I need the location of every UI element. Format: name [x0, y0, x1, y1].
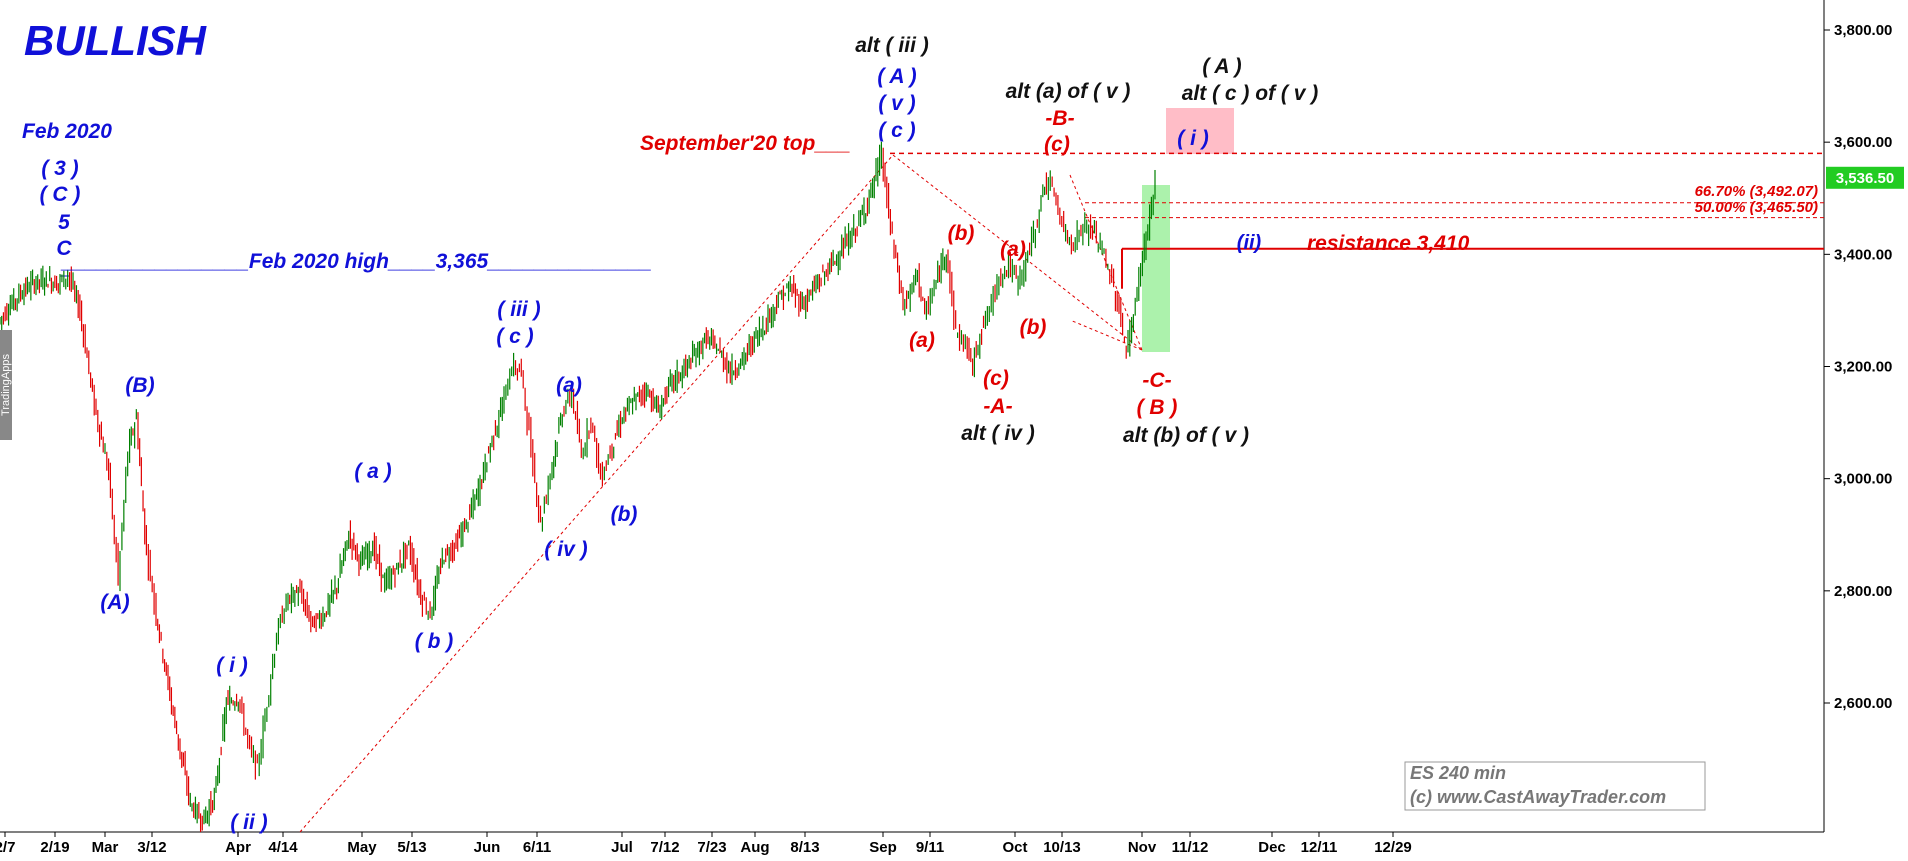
label-r-c1: (c)	[983, 367, 1009, 390]
label-wave-B: (B)	[125, 374, 154, 397]
label-r-a1: (a)	[909, 329, 935, 352]
label-wave-ii: ( ii )	[230, 811, 267, 834]
label-feb-high-line: ________________Feb 2020 high____3,365__…	[60, 250, 652, 273]
price-bars	[0, 141, 1156, 832]
trendline-fall	[892, 154, 1143, 351]
last-price-tag: 3,536.50	[1826, 166, 1904, 189]
x-tick-label: 10/13	[1043, 839, 1081, 856]
label-wave-c1: ( c )	[496, 325, 533, 348]
y-tick-label: 3,400.00	[1834, 246, 1892, 263]
x-tick-label: Mar	[92, 839, 119, 856]
label-september-top: September'20 top___	[640, 132, 850, 155]
label-wave-b2: (b)	[611, 503, 638, 526]
label-wave-C-big: ( C )	[40, 183, 81, 206]
y-tick-label: 3,800.00	[1834, 22, 1892, 39]
label-alt-a-of-v: alt (a) of ( v )	[1006, 80, 1131, 103]
pink-target-box	[1166, 108, 1234, 154]
label-alt-iv: alt ( iv )	[961, 422, 1035, 445]
label-top-v: ( v )	[878, 92, 915, 115]
label-wave-i: ( i )	[216, 654, 248, 677]
label-top-c: ( c )	[878, 119, 915, 142]
x-tick-label: 2/7	[0, 839, 15, 856]
y-tick-label: 2,600.00	[1834, 695, 1892, 712]
watermark-bar	[0, 330, 12, 440]
label-wave-A: (A)	[100, 591, 129, 614]
x-tick-label: Dec	[1258, 839, 1286, 856]
label-wave-a2: (a)	[556, 374, 582, 397]
chart-title: BULLISH	[24, 17, 208, 64]
x-tick-label: Aug	[740, 839, 769, 856]
x-tick-label: Apr	[225, 839, 251, 856]
x-tick-label: 7/23	[697, 839, 726, 856]
label-wave-iii: ( iii )	[497, 298, 540, 321]
last-price-value: 3,536.50	[1836, 170, 1894, 187]
y-tick-label: 3,200.00	[1834, 359, 1892, 376]
label-wave-iv: ( iv )	[544, 538, 587, 561]
label-blue-i: ( i )	[1177, 127, 1209, 150]
y-tick-label: 3,600.00	[1834, 134, 1892, 151]
source-box: ES 240 min (c) www.CastAwayTrader.com	[1404, 761, 1706, 811]
x-tick-label: Oct	[1002, 839, 1027, 856]
y-axis-ticks: 3,800.00 3,600.00 3,400.00 3,200.00 3,000.00…	[1824, 22, 1892, 712]
green-zone-box	[1142, 185, 1170, 352]
label-alt-iii: alt ( iii )	[855, 34, 929, 57]
source-box-frame	[1404, 761, 1706, 811]
label-black-A: ( A )	[1202, 55, 1241, 78]
label-feb2020: Feb 2020	[22, 120, 112, 143]
source-box-line2: (c) www.CastAwayTrader.com	[1410, 787, 1666, 807]
watermark-text: TradingApps	[0, 354, 12, 416]
fib-667-label: 66.70% (3,492.07)	[1695, 183, 1818, 200]
label-r-b2: (b)	[1020, 316, 1047, 339]
x-tick-label: Sep	[869, 839, 897, 856]
label-r-A: -A-	[983, 395, 1012, 418]
x-tick-label: 3/12	[137, 839, 166, 856]
label-wave-5: 5	[58, 211, 70, 234]
plot-background	[0, 0, 1824, 832]
x-tick-label: Nov	[1128, 839, 1157, 856]
label-top-A: ( A )	[877, 65, 916, 88]
label-r-B-paren: ( B )	[1137, 396, 1178, 419]
label-r-a2: (a)	[1000, 238, 1026, 261]
fib-500-label: 50.00% (3,465.50)	[1695, 199, 1818, 216]
x-tick-label: May	[347, 839, 377, 856]
label-r-C: -C-	[1142, 369, 1171, 392]
x-tick-label: 7/12	[650, 839, 679, 856]
label-wave-b1: ( b )	[415, 630, 453, 653]
y-tick-label: 2,800.00	[1834, 583, 1892, 600]
x-tick-label: 12/11	[1301, 839, 1338, 856]
last-price-tag-background	[1826, 166, 1904, 189]
label-wave-3: ( 3 )	[41, 157, 78, 180]
x-tick-label: 4/14	[268, 839, 298, 856]
label-wave-a1: ( a )	[354, 460, 391, 483]
x-tick-label: Jun	[474, 839, 501, 856]
label-wave-C-small: C	[56, 237, 72, 260]
source-box-line1: ES 240 min	[1410, 763, 1506, 783]
x-axis-ticks: 2/7 2/19 Mar 3/12 Apr 4/14 May 5/13 Jun 6/11 Jul 7/…	[0, 832, 1412, 856]
label-alt-c-of-v: alt ( c ) of ( v )	[1182, 82, 1319, 105]
x-tick-label: 9/11	[916, 839, 944, 856]
label-r-c2: (c)	[1044, 133, 1070, 156]
x-tick-label: 12/29	[1374, 839, 1412, 856]
label-resistance: resistance 3,410	[1307, 232, 1470, 255]
label-r-b1: (b)	[948, 222, 975, 245]
x-tick-label: 8/13	[790, 839, 819, 856]
label-alt-b-of-v: alt (b) of ( v )	[1123, 424, 1249, 447]
x-tick-label: 2/19	[40, 839, 69, 856]
x-tick-label: 11/12	[1172, 839, 1209, 856]
label-blue-ii: (ii)	[1237, 232, 1262, 254]
x-tick-label: 6/11	[523, 839, 551, 856]
label-r-B: -B-	[1045, 107, 1074, 130]
x-tick-label: 5/13	[397, 839, 426, 856]
x-tick-label: Jul	[611, 839, 633, 856]
y-tick-label: 3,000.00	[1834, 471, 1892, 488]
